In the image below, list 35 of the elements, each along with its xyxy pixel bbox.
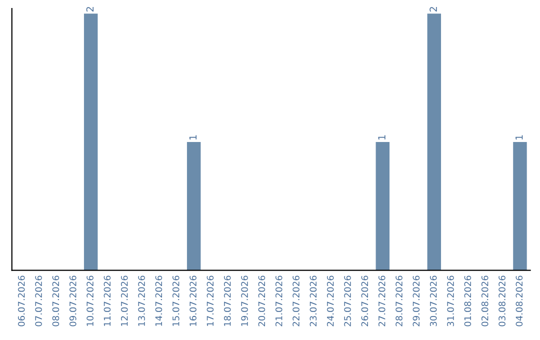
x-tick-label: 18.07.2026 (224, 276, 231, 326)
x-tick-label: 01.08.2026 (464, 276, 472, 326)
x-tick-label: 08.07.2026 (52, 276, 60, 326)
x-tick-label: 30.07.2026 (430, 276, 437, 326)
x-tick-label: 11.07.2026 (104, 276, 111, 326)
x-tick-label: 04.08.2026 (516, 276, 523, 326)
data-label: 1 (189, 135, 197, 140)
x-tick-label: 29.07.2026 (412, 276, 420, 326)
x-tick-label: 10.07.2026 (86, 276, 94, 326)
data-label: 1 (378, 135, 386, 140)
x-tick-label: 28.07.2026 (396, 276, 402, 326)
data-label: 1 (516, 135, 523, 140)
x-tick-label: 09.07.2026 (69, 276, 76, 326)
x-tick-label: 06.07.2026 (18, 276, 25, 326)
x-tick-label: 02.08.2026 (481, 276, 488, 326)
data-label: 2 (86, 7, 94, 12)
x-tick-label: 16.07.2026 (190, 276, 196, 326)
x-tick-label: 22.07.2026 (292, 276, 300, 326)
x-tick-label: 20.07.2026 (258, 276, 266, 326)
x-tick-label: 14.07.2026 (155, 276, 162, 326)
x-tick-label: 23.07.2026 (310, 276, 317, 326)
x-tick-label: 21.07.2026 (275, 276, 282, 326)
data-label: 2 (430, 7, 437, 12)
x-tick-label: 03.08.2026 (498, 276, 506, 326)
x-tick-label: 17.07.2026 (206, 276, 214, 326)
x-tick-label: 07.07.2026 (35, 276, 42, 326)
x-tick-label: 13.07.2026 (138, 276, 145, 326)
x-tick-label: 27.07.2026 (378, 276, 386, 326)
x-tick-label: 12.07.2026 (120, 276, 128, 326)
x-tick-label: 19.07.2026 (241, 276, 248, 326)
x-tick-label: 24.07.2026 (326, 276, 334, 326)
x-tick-label: 26.07.2026 (361, 276, 368, 326)
x-tick-label: 15.07.2026 (172, 276, 180, 326)
x-tick-label: 31.07.2026 (447, 276, 454, 326)
x-tick-label: 25.07.2026 (344, 276, 351, 326)
